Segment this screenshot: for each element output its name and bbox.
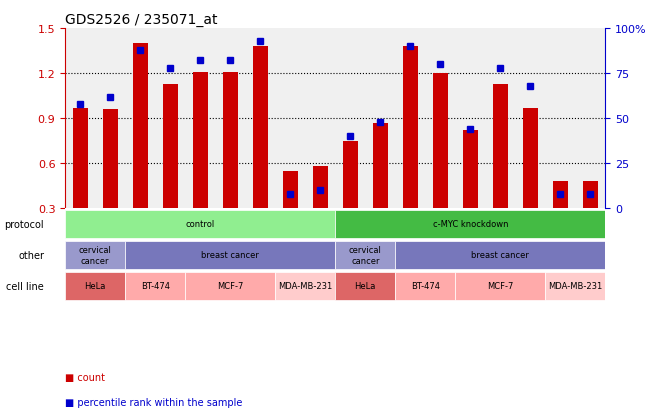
Bar — [312, 167, 327, 209]
Bar — [455, 272, 546, 300]
Bar — [395, 272, 455, 300]
Bar — [65, 241, 125, 269]
Text: MCF-7: MCF-7 — [487, 282, 514, 291]
Bar — [373, 123, 388, 209]
Text: GDS2526 / 235071_at: GDS2526 / 235071_at — [65, 12, 217, 26]
Bar — [185, 272, 275, 300]
Bar — [125, 241, 335, 269]
Bar — [253, 47, 268, 209]
Text: MDA-MB-231: MDA-MB-231 — [548, 282, 603, 291]
Bar — [223, 72, 238, 209]
Bar — [583, 182, 598, 209]
Text: HeLa: HeLa — [85, 282, 106, 291]
Bar — [433, 74, 448, 209]
Bar — [546, 272, 605, 300]
Bar — [193, 72, 208, 209]
Bar — [463, 131, 478, 209]
Text: BT-474: BT-474 — [141, 282, 170, 291]
Bar — [283, 171, 298, 209]
Text: ■ percentile rank within the sample: ■ percentile rank within the sample — [65, 397, 242, 407]
Text: cervical
cancer: cervical cancer — [79, 245, 111, 265]
Text: MDA-MB-231: MDA-MB-231 — [278, 282, 333, 291]
Bar — [343, 141, 358, 209]
Bar — [73, 109, 88, 209]
Bar — [395, 241, 605, 269]
Bar — [403, 47, 418, 209]
Bar — [65, 211, 335, 238]
Bar — [553, 182, 568, 209]
Bar — [335, 211, 605, 238]
Bar — [65, 272, 125, 300]
Bar — [493, 84, 508, 209]
Text: HeLa: HeLa — [355, 282, 376, 291]
Bar — [523, 109, 538, 209]
Text: other: other — [18, 250, 44, 260]
Text: ■ count: ■ count — [65, 372, 105, 382]
Text: cervical
cancer: cervical cancer — [349, 245, 381, 265]
Text: control: control — [186, 220, 215, 229]
Bar — [335, 241, 395, 269]
Text: breast cancer: breast cancer — [471, 251, 529, 260]
Bar — [133, 44, 148, 209]
Text: protocol: protocol — [5, 219, 44, 229]
Bar — [335, 272, 395, 300]
Bar — [163, 84, 178, 209]
Text: c-MYC knockdown: c-MYC knockdown — [433, 220, 508, 229]
Text: MCF-7: MCF-7 — [217, 282, 243, 291]
Text: cell line: cell line — [7, 281, 44, 291]
Text: BT-474: BT-474 — [411, 282, 440, 291]
Bar — [125, 272, 185, 300]
Text: breast cancer: breast cancer — [201, 251, 259, 260]
Bar — [103, 110, 118, 209]
Bar — [275, 272, 335, 300]
